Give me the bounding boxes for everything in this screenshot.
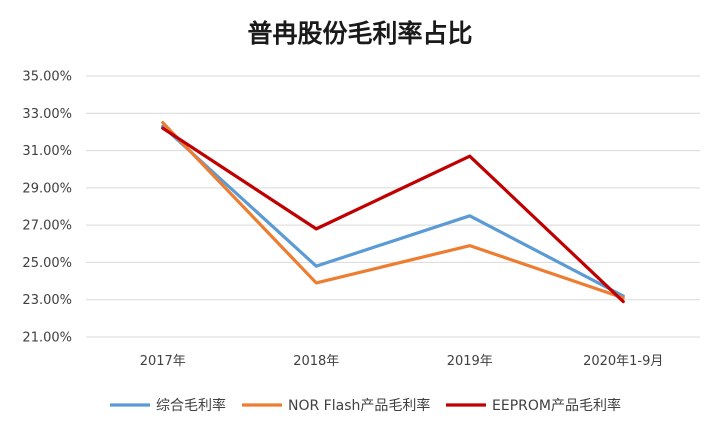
y-tick-label: 31.00% bbox=[22, 144, 72, 159]
y-tick-label: 21.00% bbox=[22, 331, 72, 346]
series-line-3 bbox=[161, 126, 625, 304]
chart-title: 普冉股份毛利率占比 bbox=[247, 19, 473, 48]
y-tick-label: 23.00% bbox=[22, 293, 72, 308]
legend-label: EEPROM产品毛利率 bbox=[492, 397, 621, 414]
series-line-2 bbox=[161, 121, 625, 300]
x-tick-label: 2017年 bbox=[140, 354, 186, 369]
legend-label: NOR Flash产品毛利率 bbox=[288, 397, 430, 414]
y-tick-label: 29.00% bbox=[22, 181, 72, 196]
x-tick-label: 2019年 bbox=[447, 354, 493, 369]
legend-label: 综合毛利率 bbox=[156, 397, 226, 414]
x-tick-label: 2018年 bbox=[293, 354, 339, 369]
y-tick-label: 33.00% bbox=[22, 107, 72, 122]
y-tick-label: 25.00% bbox=[22, 256, 72, 271]
y-tick-label: 35.00% bbox=[22, 70, 72, 85]
series-line-1 bbox=[161, 124, 625, 298]
y-tick-label: 27.00% bbox=[22, 219, 72, 234]
x-tick-label: 2020年1-9月 bbox=[583, 354, 663, 369]
